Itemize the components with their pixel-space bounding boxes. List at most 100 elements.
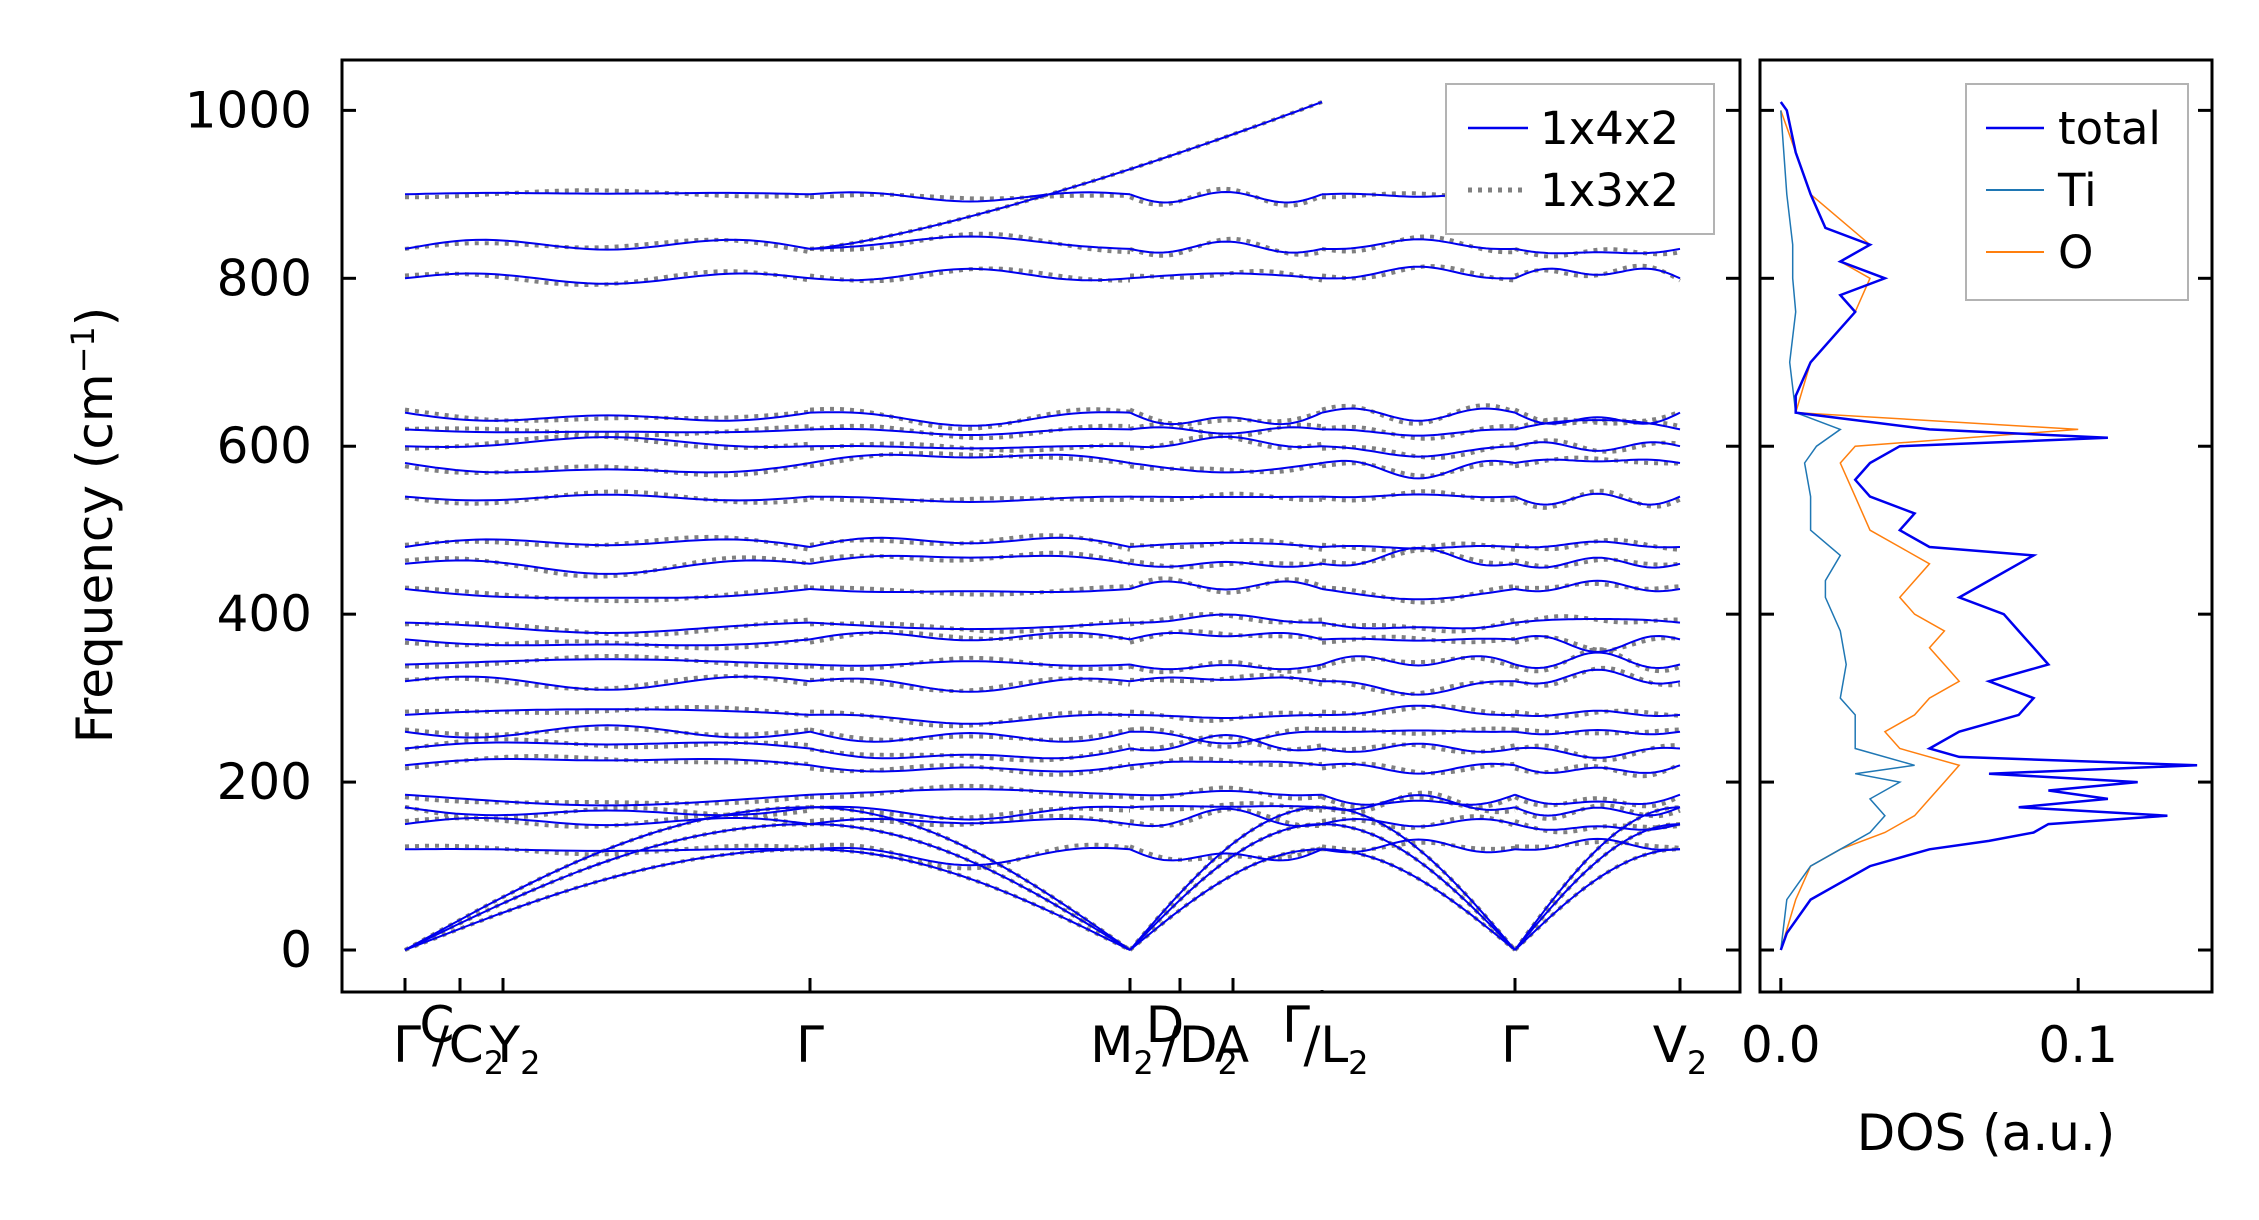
band-line [1515,839,1681,850]
band-line [404,538,811,548]
band-line [809,805,1131,821]
band-legend: 1x4x2 1x3x2 [1445,83,1715,235]
band-line [1321,794,1516,810]
band-line [809,536,1131,548]
band-line [1321,459,1516,480]
band-line [404,726,811,737]
band-line [1514,837,1681,851]
y-tick-label: 200 [217,753,312,811]
band-line [1321,424,1516,441]
band-kpath-separators [403,62,1682,992]
dos-curves [1779,101,2198,951]
band-line [404,436,811,449]
band-line [1514,764,1681,774]
band-line [404,848,811,853]
band-line [1130,268,1323,283]
band-line [1514,411,1681,425]
band-line [1129,805,1323,809]
band-line [809,660,1131,667]
band-line [404,813,811,829]
band-line [1322,428,1515,437]
acoustic-band-line [1129,806,1323,951]
band-line [404,493,811,502]
band-line [404,534,811,552]
dos-x-tick-label: 0.0 [1741,1016,1821,1074]
x-tick-label: Y2 [489,1016,541,1082]
band-line [1321,403,1516,426]
band-line [1514,746,1681,759]
band-line [1514,793,1681,806]
band-line [1129,760,1323,767]
dos-x-ticks: 0.0 0.1 [1741,978,2118,1074]
band-line [1514,458,1681,464]
band-line [1514,727,1681,736]
band-line [1514,823,1681,831]
dos-total-line [1779,101,2198,951]
band-line [1321,761,1516,776]
band-line [1129,733,1323,752]
band-line [1514,762,1681,779]
band-line [1129,435,1323,449]
band-line [1321,264,1516,283]
band-line [1130,613,1322,624]
acoustic-band-line [809,822,1132,952]
dos-x-axis-label: DOS (a.u.) [1857,1104,2116,1162]
band-line [1514,635,1681,653]
band-line [809,231,1131,255]
band-line [1321,817,1516,828]
legend-label-o: O [2058,226,2093,279]
acoustic-band-line [1129,823,1323,951]
band-line [1321,621,1516,630]
x-tick-label: C [420,996,455,1054]
band-line [1514,247,1681,255]
band-line [404,559,811,575]
band-line [404,638,811,647]
band-plot-frame [340,58,1742,994]
band-line [1514,728,1681,736]
band-line [1321,441,1516,460]
band-line [1129,844,1323,862]
band-line [809,441,1131,453]
kpath-break [1320,62,1324,990]
y-tick-label: 400 [217,585,312,643]
band-line [1514,668,1681,685]
band-line [404,191,811,196]
acoustic-band-line [1128,822,1323,952]
band-line [404,555,811,579]
band-line [1129,676,1323,683]
band-line [1321,655,1516,667]
band-line [404,675,811,691]
band-line [1129,186,1323,208]
band-line [404,584,811,604]
band-line [404,407,811,423]
band-line [809,631,1131,642]
bands-1x4x2 [404,101,1681,951]
band-line [1321,548,1515,566]
band-line [404,411,811,422]
band-line [404,462,811,474]
band-line [404,237,811,255]
band-line [809,677,1131,693]
band-line [1129,790,1323,797]
band-line [1514,579,1681,593]
acoustic-band-line [1321,806,1516,951]
band-line [809,554,1131,565]
band-line [809,423,1131,441]
acoustic-band-line [404,847,810,952]
band-line [1321,704,1516,716]
acoustic-band-line [1321,822,1517,952]
band-line [1129,807,1323,827]
band-line [1321,637,1516,642]
band-line [1129,433,1323,451]
band-line [1129,491,1323,503]
band-line [404,843,811,857]
band-line [404,741,811,750]
band-line [1321,793,1516,806]
band-line [809,764,1131,773]
band-line [1514,709,1681,717]
band-line [1321,234,1516,255]
band-line [404,428,811,434]
band-line [404,238,811,251]
band-line [1321,445,1516,458]
